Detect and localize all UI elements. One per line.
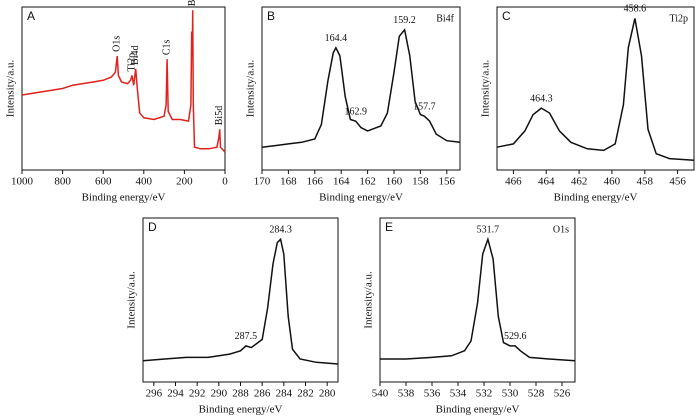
panel-label: D [148,220,157,234]
plot-frame [496,6,695,171]
x-tick-label: 294 [167,388,184,400]
peak-label: 531.7 [477,225,500,236]
y-axis-label: Intensity/a.u. [363,271,375,329]
peak-label: 157.7 [413,102,436,113]
peak-annotation: O1s [112,36,123,52]
x-tick-label: 456 [669,176,686,188]
y-axis-label: Intensity/a.u. [126,271,138,329]
x-axis-label: Binding energy/eV [436,404,520,416]
x-tick-label: 166 [307,176,324,188]
x-tick-label: 292 [189,388,206,400]
x-tick-label: 600 [95,176,112,188]
peak-label: 164.4 [325,33,348,44]
plot-frame [261,6,461,171]
x-axis-label: Binding energy/eV [319,192,403,204]
element-label: O1s [553,224,569,235]
spectrum-line [261,28,461,148]
x-tick-label: 526 [554,388,571,400]
plot-frame [142,217,339,383]
spectrum-line [380,236,576,362]
x-tick-label: 286 [254,388,271,400]
x-tick-label: 540 [372,388,389,400]
spectrum-line [21,10,226,153]
peak-label: 458.6 [624,4,647,15]
x-tick-label: 162 [359,176,376,188]
y-axis-label: Intensity/a.u. [245,60,257,118]
x-tick-label: 536 [424,388,441,400]
peak-label: 287.5 [235,331,258,342]
x-tick-label: 164 [333,176,350,188]
y-axis-label: Intensity/a.u. [480,60,492,118]
x-tick-label: 530 [502,388,519,400]
x-tick-label: 160 [386,176,403,188]
element-label: Ti2p [669,13,688,24]
peak-annotation: Bi4f [187,0,198,6]
peak-annotation: Ti2p [126,53,137,72]
panel-label: C [502,9,511,23]
spectrum-line [142,237,339,365]
x-tick-label: 458 [637,176,654,188]
x-tick-label: 296 [146,388,163,400]
peak-label: 162.9 [344,106,367,117]
peak-label: 464.3 [530,93,553,104]
peak-label: 529.6 [504,331,527,342]
x-tick-label: 532 [476,388,493,400]
x-tick-label: 168 [280,176,297,188]
y-axis-label: Intensity/a.u. [5,60,17,118]
x-tick-label: 460 [604,176,621,188]
x-tick-label: 280 [319,388,336,400]
x-tick-label: 0 [222,176,228,188]
peak-annotation: C1s [161,39,172,55]
x-tick-label: 800 [54,176,71,188]
plot-frame [21,6,226,171]
panel-label: A [27,9,35,23]
x-tick-label: 170 [254,176,271,188]
x-tick-label: 282 [297,388,314,400]
panel: E O1s 540 538 536 534 532 530 528 526 Binding ener… [363,217,576,416]
element-label: Bi4f [436,13,454,24]
peak-label: 159.2 [393,15,416,26]
panel: A 1000 800 600 400 200 0 Binding energy/eV Inten… [5,0,229,204]
plot-frame [379,217,576,383]
x-tick-label: 534 [450,388,467,400]
x-tick-label: 462 [571,176,588,188]
x-tick-label: 538 [398,388,415,400]
x-tick-label: 290 [211,388,228,400]
x-tick-label: 1000 [11,176,34,188]
panel: C Ti2p 466 464 462 460 458 456 Binding energy/eV… [480,4,695,204]
x-tick-label: 464 [538,176,555,188]
x-tick-label: 156 [439,176,456,188]
x-tick-label: 528 [528,388,545,400]
x-axis-label: Binding energy/eV [82,192,166,204]
peak-annotation: Bi5d [214,106,225,125]
x-tick-label: 288 [232,388,249,400]
x-axis-label: Binding energy/eV [554,192,638,204]
peak-label: 284.3 [269,225,292,236]
panel-label: E [385,220,393,234]
panel-label: B [267,9,275,23]
spectrum-line [496,18,695,161]
x-tick-label: 284 [276,388,293,400]
x-tick-label: 200 [176,176,193,188]
panel: D 296 294 292 290 288 286 284 282 280 Binding ener… [126,217,339,416]
panel: B Bi4f 170 168 166 164 162 160 158 156 Binding ene… [245,6,461,204]
x-tick-label: 158 [412,176,429,188]
x-tick-label: 400 [136,176,153,188]
x-tick-label: 466 [505,176,522,188]
x-axis-label: Binding energy/eV [199,404,283,416]
peak-annotation: Bi4d [130,45,141,64]
